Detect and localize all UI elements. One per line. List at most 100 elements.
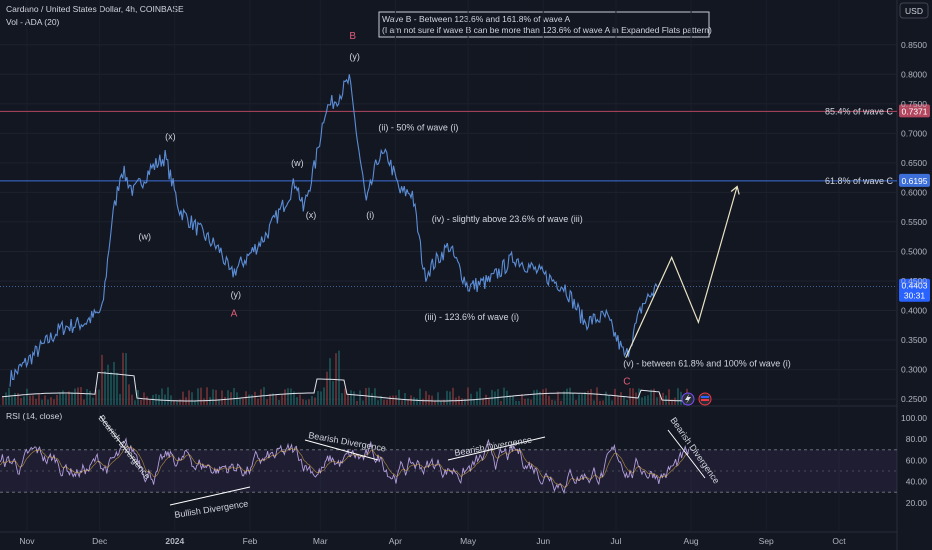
price-axis-tick: 0.4000 <box>901 306 927 316</box>
price-axis-tick: 0.3500 <box>901 335 927 345</box>
time-axis-tick: May <box>460 536 477 546</box>
volume-bar <box>287 388 289 405</box>
volume-bar <box>512 395 514 405</box>
volume-bar <box>41 399 43 405</box>
volume-bar <box>635 392 637 405</box>
volume-bar <box>629 388 631 405</box>
wave-label: C <box>623 376 630 387</box>
volume-bar <box>443 399 445 405</box>
volume-bar <box>128 384 130 405</box>
wave-label: (w) <box>291 158 304 168</box>
volume-bar <box>2 396 4 405</box>
current-price-value: 0.4403 <box>902 281 928 291</box>
volume-bar <box>62 390 64 405</box>
volume-bar <box>611 400 613 405</box>
volume-bar <box>680 391 682 405</box>
volume-bar <box>5 392 7 405</box>
volume-bar <box>50 397 52 405</box>
volume-bar <box>380 395 382 405</box>
volume-bar <box>524 398 526 405</box>
flag-icon[interactable] <box>698 392 712 406</box>
volume-bar <box>35 398 37 405</box>
volume-bar <box>425 391 427 405</box>
volume-bar <box>473 399 475 405</box>
volume-bar <box>68 391 70 405</box>
annotation-line-2: (I am not sure if wave B can be more tha… <box>382 25 712 35</box>
volume-bar <box>122 352 124 405</box>
volume-bar <box>191 392 193 405</box>
volume-bar <box>398 389 400 405</box>
fib-level-label: 85.4% of wave C <box>825 106 894 116</box>
volume-bar <box>257 398 259 405</box>
volume-bar <box>65 394 67 405</box>
volume-bar <box>572 393 574 405</box>
volume-bar <box>485 394 487 405</box>
volume-bar <box>332 380 334 405</box>
volume-bar <box>98 389 100 405</box>
volume-bar <box>80 387 82 405</box>
rsi-axis-tick: 20.00 <box>906 498 928 508</box>
volume-bar <box>515 400 517 405</box>
time-axis-tick: Jun <box>536 536 550 546</box>
fib-level-label: 61.8% of wave C <box>825 176 894 186</box>
time-axis-tick: Dec <box>92 536 108 546</box>
time-axis-tick: Feb <box>243 536 258 546</box>
volume-bar <box>587 390 589 405</box>
annotation-line-1: Wave B - Between 123.6% and 161.8% of wa… <box>382 14 571 24</box>
rsi-indicator-label: RSI (14, close) <box>6 411 62 421</box>
volume-bar <box>599 400 601 405</box>
volume-bar <box>386 399 388 405</box>
volume-bar <box>533 390 535 405</box>
volume-bar <box>167 387 169 405</box>
volume-layer <box>1 350 691 405</box>
volume-bar <box>404 392 406 405</box>
volume-bar <box>413 397 415 405</box>
volume-bar <box>407 399 409 405</box>
volume-bar <box>476 391 478 405</box>
volume-bar <box>584 392 586 405</box>
lightning-icon[interactable] <box>681 392 695 406</box>
currency-button-label: USD <box>905 6 923 16</box>
volume-bar <box>518 400 520 405</box>
volume-bar <box>308 399 310 405</box>
volume-bar <box>482 398 484 405</box>
volume-indicator-label: Vol - ADA (20) <box>6 17 60 27</box>
volume-bar <box>395 395 397 405</box>
volume-bar <box>401 400 403 405</box>
volume-bar <box>506 390 508 405</box>
volume-bar <box>17 393 19 405</box>
volume-bar <box>101 354 103 405</box>
currency-button[interactable]: USD <box>899 2 929 19</box>
price-axis-tick: 0.6500 <box>901 158 927 168</box>
volume-bar <box>503 387 505 405</box>
volume-bar <box>578 394 580 405</box>
time-axis-tick: Mar <box>313 536 328 546</box>
volume-bar <box>491 389 493 405</box>
volume-bar <box>197 388 199 405</box>
volume-bar <box>293 391 295 405</box>
volume-bar <box>284 389 286 405</box>
volume-bar <box>188 390 190 405</box>
volume-bar <box>149 399 151 405</box>
volume-bar <box>218 399 220 405</box>
volume-bar <box>356 400 358 405</box>
volume-bar <box>173 400 175 405</box>
annotation-box[interactable]: Wave B - Between 123.6% and 161.8% of wa… <box>378 11 712 38</box>
wave-label: (i) <box>366 210 374 220</box>
time-axis-tick: 2024 <box>165 536 184 546</box>
volume-bar <box>248 394 250 405</box>
volume-bar <box>215 389 217 405</box>
volume-bar <box>206 387 208 405</box>
volume-bar <box>209 397 211 405</box>
volume-bar <box>245 391 247 405</box>
wave-label: (iii) - 123.6% of wave (i) <box>424 312 519 322</box>
wave-label: (y) <box>231 290 242 300</box>
volume-bar <box>146 396 148 405</box>
volume-bar <box>347 394 349 405</box>
divergence-line <box>667 429 706 479</box>
volume-bar <box>542 389 544 405</box>
volume-bar <box>224 396 226 405</box>
fib-level-price-tag <box>899 104 930 118</box>
volume-bar <box>140 399 142 405</box>
